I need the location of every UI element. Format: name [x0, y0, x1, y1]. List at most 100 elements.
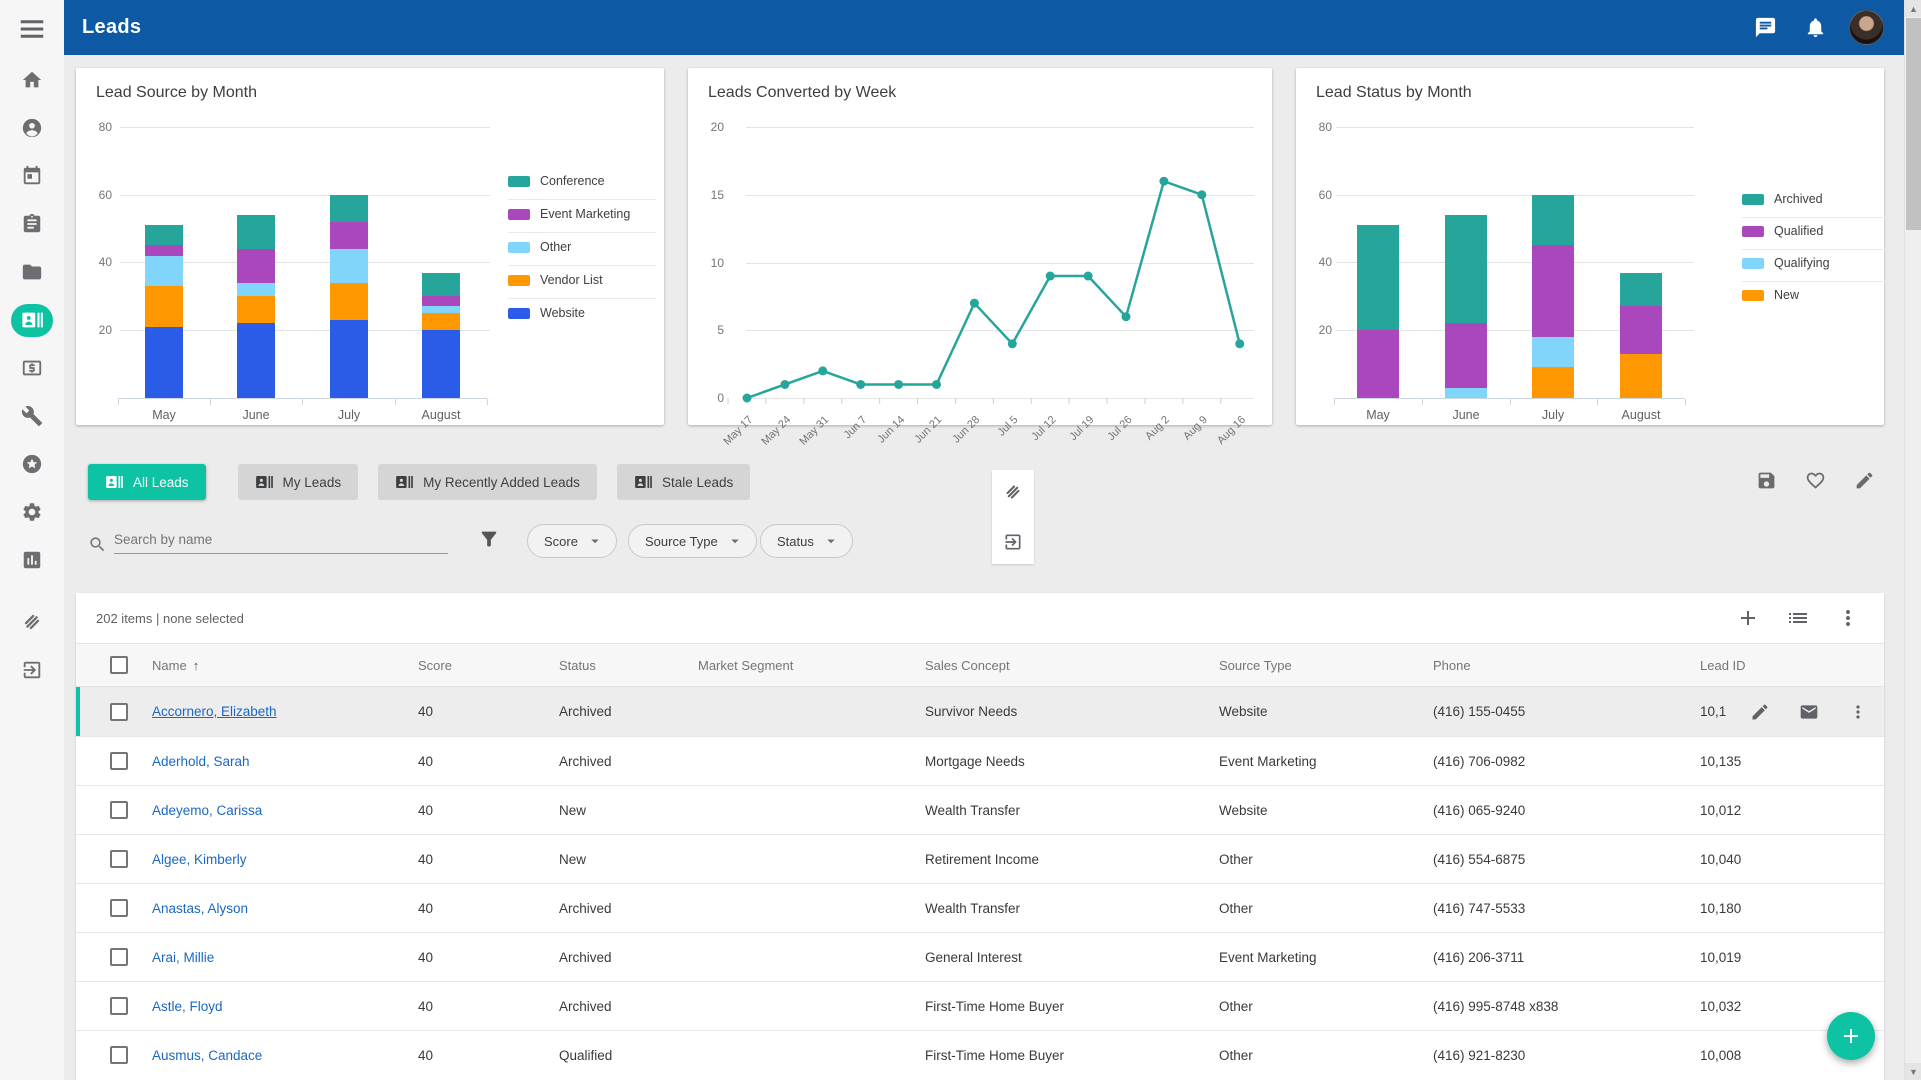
scrollbar-thumb[interactable]: [1906, 18, 1921, 230]
column-header-market-segment[interactable]: Market Segment: [698, 658, 925, 673]
y-tick-label: 60: [1296, 188, 1332, 202]
scrollbar-down-arrow[interactable]: ▼: [1905, 1063, 1921, 1080]
table-row[interactable]: Accornero, Elizabeth40ArchivedSurvivor N…: [76, 687, 1884, 736]
row-checkbox[interactable]: [110, 752, 128, 770]
active-item-pill: [11, 304, 53, 337]
lead-name-link[interactable]: Aderhold, Sarah: [152, 754, 250, 769]
table-row[interactable]: Aderhold, Sarah40ArchivedMortgage NeedsE…: [76, 736, 1884, 785]
cell-phone: (416) 921-8230: [1433, 1048, 1700, 1063]
select-all-checkbox[interactable]: [110, 656, 128, 674]
lead-name-link[interactable]: Arai, Millie: [152, 950, 214, 965]
save-view-icon[interactable]: [1756, 470, 1777, 491]
sidebar-item-reports[interactable]: [0, 540, 64, 580]
bar-segment-other: [145, 256, 183, 287]
table-row[interactable]: Algee, Kimberly40NewRetirement IncomeOth…: [76, 834, 1884, 883]
chat-icon[interactable]: [1754, 16, 1777, 39]
lead-name-link[interactable]: Anastas, Alyson: [152, 901, 248, 916]
column-header-score[interactable]: Score: [418, 658, 559, 673]
cell-sales-concept: Retirement Income: [925, 852, 1219, 867]
add-lead-icon[interactable]: [1736, 606, 1760, 630]
handshake-icon[interactable]: [1003, 482, 1023, 502]
legend-label: New: [1774, 288, 1799, 302]
sidebar-item-calendar[interactable]: [0, 156, 64, 196]
sidebar-item-money[interactable]: [0, 348, 64, 388]
lead-name-link[interactable]: Astle, Floyd: [152, 999, 223, 1014]
x-category-label: June: [1431, 408, 1501, 422]
folder-icon: [21, 261, 43, 283]
row-checkbox[interactable]: [110, 703, 128, 721]
table-row[interactable]: Astle, Floyd40ArchivedFirst-Time Home Bu…: [76, 981, 1884, 1030]
lead-name-link[interactable]: Adeyemo, Carissa: [152, 803, 262, 818]
table-row[interactable]: Ausmus, Candace40QualifiedFirst-Time Hom…: [76, 1030, 1884, 1079]
sidebar-item-handshake[interactable]: [0, 602, 64, 642]
cell-lead-id: 10,032: [1700, 999, 1884, 1014]
column-header-phone[interactable]: Phone: [1433, 658, 1700, 673]
table-menu-kebab-icon[interactable]: [1836, 606, 1860, 630]
row-checkbox[interactable]: [110, 801, 128, 819]
row-checkbox[interactable]: [110, 997, 128, 1015]
row-checkbox[interactable]: [110, 899, 128, 917]
legend-swatch: [1742, 194, 1764, 205]
lead-name-link[interactable]: Accornero, Elizabeth: [152, 704, 277, 719]
table-row[interactable]: Arai, Millie40ArchivedGeneral InterestEv…: [76, 932, 1884, 981]
row-menu-kebab-icon[interactable]: [1848, 702, 1868, 722]
lead-name-link[interactable]: Ausmus, Candace: [152, 1048, 262, 1063]
sidebar-item-home[interactable]: [0, 60, 64, 100]
hamburger-menu-icon[interactable]: [17, 14, 47, 40]
exit-icon: [21, 659, 43, 681]
exit-icon[interactable]: [1003, 532, 1023, 552]
column-header-sales-concept[interactable]: Sales Concept: [925, 658, 1219, 673]
legend-item-archived: Archived: [1742, 192, 1823, 206]
favorite-heart-icon[interactable]: [1805, 470, 1826, 491]
data-point: [970, 299, 979, 308]
tab-my-recently-added-leads[interactable]: My Recently Added Leads: [378, 464, 597, 500]
cell-lead-id: 10,1: [1700, 702, 1884, 722]
tab-all-leads[interactable]: All Leads: [88, 464, 206, 500]
row-checkbox[interactable]: [110, 850, 128, 868]
filter-chip-source-type[interactable]: Source Type: [628, 524, 757, 558]
sidebar-item-tools[interactable]: [0, 396, 64, 436]
cell-lead-id: 10,180: [1700, 901, 1884, 916]
filter-funnel-icon[interactable]: [478, 528, 500, 550]
add-lead-fab[interactable]: [1827, 1012, 1875, 1060]
search-input[interactable]: [114, 528, 448, 554]
table-row[interactable]: Adeyemo, Carissa40NewWealth TransferWebs…: [76, 785, 1884, 834]
cell-sales-concept: Survivor Needs: [925, 704, 1219, 719]
lead-name-link[interactable]: Algee, Kimberly: [152, 852, 247, 867]
list-view-icon[interactable]: [1786, 606, 1810, 630]
column-header-name[interactable]: Name↑: [152, 658, 418, 673]
edit-row-icon[interactable]: [1750, 702, 1770, 722]
row-checkbox[interactable]: [110, 948, 128, 966]
tab-stale-leads[interactable]: Stale Leads: [617, 464, 750, 500]
sidebar-item-contacts[interactable]: [0, 300, 64, 340]
filter-chip-status[interactable]: Status: [760, 524, 853, 558]
column-header-lead-id[interactable]: Lead ID: [1700, 658, 1884, 673]
notifications-bell-icon[interactable]: [1804, 16, 1827, 39]
cell-name: Algee, Kimberly: [152, 852, 418, 867]
chip-label: Score: [544, 534, 578, 549]
sidebar-item-stars[interactable]: [0, 444, 64, 484]
user-avatar[interactable]: [1849, 10, 1884, 45]
contacts-icon: [21, 309, 43, 331]
sidebar-item-person[interactable]: [0, 108, 64, 148]
email-row-icon[interactable]: [1799, 702, 1819, 722]
cell-phone: (416) 155-0455: [1433, 704, 1700, 719]
sidebar-item-exit[interactable]: [0, 650, 64, 690]
cell-sales-concept: Wealth Transfer: [925, 803, 1219, 818]
filter-chip-score[interactable]: Score: [527, 524, 617, 558]
sidebar-item-settings[interactable]: [0, 492, 64, 532]
scrollbar-up-arrow[interactable]: ▲: [1905, 0, 1921, 17]
cell-phone: (416) 995-8748 x838: [1433, 999, 1700, 1014]
sidebar-item-tasks[interactable]: [0, 204, 64, 244]
column-header-status[interactable]: Status: [559, 658, 698, 673]
sidebar-item-folder[interactable]: [0, 252, 64, 292]
tab-my-leads[interactable]: My Leads: [238, 464, 359, 500]
row-checkbox[interactable]: [110, 1046, 128, 1064]
y-tick-label: 60: [76, 188, 112, 202]
column-header-source-type[interactable]: Source Type: [1219, 658, 1433, 673]
edit-view-icon[interactable]: [1854, 470, 1875, 491]
table-row[interactable]: Anastas, Alyson40ArchivedWealth Transfer…: [76, 883, 1884, 932]
bar-segment-archived: [1620, 273, 1662, 307]
search-field: [88, 528, 448, 554]
bar-segment-vendor-list: [422, 313, 460, 330]
